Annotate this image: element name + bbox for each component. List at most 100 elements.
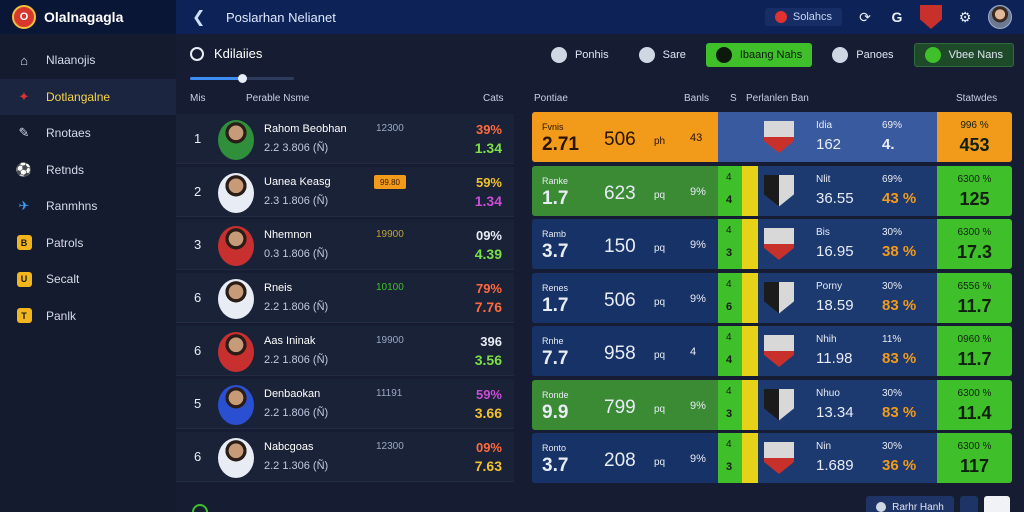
strip-top-value: 4 — [726, 439, 732, 450]
team-name: Nhuo — [816, 387, 840, 399]
user-avatar[interactable] — [988, 5, 1012, 29]
col-bans[interactable]: Banls — [684, 93, 710, 104]
circle-icon[interactable] — [190, 46, 204, 61]
app-logo-icon: O — [12, 5, 36, 29]
player-photo — [218, 173, 254, 213]
standings-panel: 6300 % 125 — [937, 165, 1012, 216]
col-stats[interactable]: Cats — [483, 93, 504, 104]
player-rank: 2 — [194, 184, 202, 199]
match-card[interactable]: Ronde 9.9 799 pq 9% 4 3 Nhuo 13.34 30% 83 % 6300 % 1… — [532, 379, 1012, 430]
strip-top-value: 4 — [726, 278, 732, 290]
match-card[interactable]: Rnhe 7.7 958 pq 4 4 4 Nhih 11.98 11% 83 % 0960 % 11.… — [532, 326, 1012, 376]
status-pill[interactable]: Solahcs — [764, 8, 842, 26]
card-percent: 43 — [690, 132, 703, 144]
col-name[interactable]: Perable Nsme — [246, 93, 310, 104]
team-name: Nlit — [816, 173, 831, 185]
player-percent: 396 — [480, 334, 502, 349]
sidebar-item-label: Dotlangalne — [46, 89, 111, 104]
card-mid-value: 208 — [604, 450, 636, 471]
strip-top-value: 4 — [726, 332, 732, 343]
filter-slider[interactable] — [190, 74, 294, 83]
team-stat: 1.689 — [816, 457, 854, 474]
standings-label: 6300 % — [957, 227, 992, 238]
team-stat: 36.55 — [816, 189, 854, 207]
table-row[interactable]: 6 Aas Ininak 2.2 1.806 (Ñ) 19900 396 3.56 — [176, 326, 514, 376]
col-rank[interactable]: Mis — [190, 93, 206, 104]
sidebar-item-label: Panlk — [46, 308, 77, 323]
slider-handle[interactable] — [238, 74, 247, 83]
card-label: Fvnis — [542, 122, 564, 132]
sidebar-item-5[interactable]: B Patrols — [0, 225, 176, 262]
strip-green — [718, 379, 742, 430]
sidebar-item-0[interactable]: ⌂ Nlaanojis — [0, 42, 176, 79]
player-name: Nabcgoas — [264, 441, 314, 453]
team-stat: 16.95 — [816, 243, 854, 260]
col-position[interactable]: Pontiae — [534, 93, 568, 104]
player-photo — [218, 438, 254, 478]
add-icon[interactable] — [192, 504, 208, 512]
refresh-icon[interactable]: ⟳ — [859, 8, 871, 25]
col-s[interactable]: S — [730, 93, 737, 104]
sidebar-item-3[interactable]: ⚽ Retnds — [0, 152, 176, 189]
filter-label: Ponhis — [574, 49, 609, 61]
export-icon[interactable] — [984, 496, 1010, 512]
settings-icon[interactable]: ⚙ — [958, 8, 972, 25]
standings-label: 6556 % — [957, 280, 992, 292]
player-detail: 2.3 1.806 (Ñ) — [264, 195, 329, 207]
player-percent: 59% — [475, 175, 502, 190]
table-row[interactable]: 6 Nabcgoas 2.2 1.306 (Ñ) 12300 09% 7.63 — [176, 432, 514, 482]
match-card[interactable]: Ranke 1.7 623 pq 9% 4 4 Nlit 36.55 69% 43 % 6300 % 1… — [532, 165, 1012, 216]
table-row[interactable]: 5 Denbaokan 2.2 1.806 (Ñ) 11191 59% 3.66 — [176, 379, 514, 429]
table-row[interactable]: 6 Rneis 2.2 1.806 (Ñ) 10100 79% 7.76 — [176, 273, 514, 323]
table-row[interactable]: 2 Uanea Keasg 2.3 1.806 (Ñ) 99.80 59% 1.34 — [176, 167, 514, 217]
club-badge-icon[interactable] — [920, 5, 942, 29]
info-icon — [876, 502, 887, 512]
standings-label: 6300 % — [957, 441, 992, 452]
sidebar-item-4[interactable]: ✈ Ranmhns — [0, 188, 176, 225]
table-row[interactable]: 1 Rahom Beobhan 2.2 3.806 (Ñ) 12300 39% 1.34 — [176, 114, 514, 164]
g-icon[interactable]: G — [891, 9, 903, 25]
player-name: Uanea Keasg — [264, 176, 331, 188]
card-percent: 9% — [690, 185, 706, 198]
player-percent: 09% — [475, 228, 502, 243]
strip-yellow — [742, 272, 758, 323]
match-card[interactable]: Ramb 3.7 150 pq 9% 4 3 Bis 16.95 30% 38 % 6300 % 17.… — [532, 219, 1012, 269]
trophy-icon-glyph: T — [16, 308, 32, 324]
ban-value: 36 % — [882, 457, 917, 474]
table-row[interactable]: 3 Nhemnon 0.3 1.806 (Ñ) 19900 09% 4.39 — [176, 220, 514, 270]
filter-icon — [924, 47, 941, 63]
filter-button-4[interactable]: Vbee Nans — [913, 43, 1014, 67]
filter-button-3[interactable]: Panoes — [822, 43, 903, 67]
col-standings[interactable]: Statwdes — [956, 93, 998, 104]
match-card[interactable]: Ronto 3.7 208 pq 9% 4 3 Nin 1.689 30% 36 % 6300 % 11… — [532, 433, 1012, 483]
player-rank: 1 — [194, 131, 202, 146]
sidebar-item-7[interactable]: T Panlk — [0, 298, 176, 335]
sidebar-item-label: Retnds — [46, 162, 85, 177]
match-card[interactable]: Renes 1.7 506 pq 9% 4 6 Porny 18.59 30% 83 % 6556 %… — [532, 272, 1012, 323]
bottom-action-button[interactable]: Rarhr Hanh — [866, 496, 954, 512]
match-card[interactable]: Fvnis 2.71 506 ph 43 Idia 162 69% 4. 996 % 453 — [532, 112, 1012, 162]
filter-button-0[interactable]: Ponhis — [541, 43, 619, 67]
toggle-icon[interactable] — [960, 496, 978, 512]
filter-bar: Ponhis Sare Ibaang Nahs Panoes Vbee Nans — [541, 43, 1014, 67]
player-value: 1.34 — [474, 140, 502, 156]
player-rank: 6 — [194, 449, 202, 464]
strip-bottom-value: 6 — [726, 300, 733, 313]
filter-button-1[interactable]: Sare — [629, 43, 696, 67]
filter-button-2[interactable]: Ibaang Nahs — [705, 43, 813, 67]
back-arrow-icon[interactable]: ❮ — [192, 9, 206, 26]
col-rec-ban[interactable]: Perlanlen Ban — [746, 93, 809, 104]
dashboard-icon: ✦ — [18, 88, 30, 104]
sidebar-item-6[interactable]: U Secalt — [0, 261, 176, 298]
card-percent: 9% — [690, 292, 706, 305]
player-photo — [218, 226, 254, 266]
brand[interactable]: O Olalnagagla — [0, 0, 176, 34]
ban-value: 83 % — [882, 296, 917, 314]
sidebar-item-1[interactable]: ✦ Dotlangalne — [0, 78, 176, 115]
player-name: Rahom Beobhan — [264, 123, 347, 135]
card-small-value: ph — [654, 136, 666, 147]
sidebar-item-2[interactable]: ✎ Rnotaes — [0, 115, 176, 152]
